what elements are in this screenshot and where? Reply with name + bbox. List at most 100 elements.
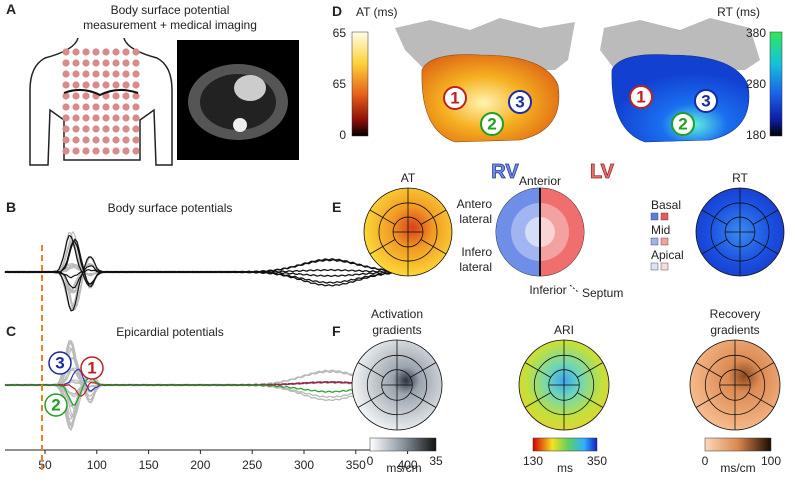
electrode: [102, 125, 110, 133]
marker: [508, 90, 532, 114]
electrode: [72, 48, 80, 56]
electrode: [122, 114, 130, 122]
electrode: [112, 103, 120, 111]
plot-title: gradients: [372, 323, 421, 337]
sector: [695, 362, 722, 378]
heart-rt: [611, 54, 750, 143]
marker: [480, 112, 504, 136]
sector: [577, 362, 604, 378]
plot-title: AT: [401, 171, 416, 185]
marker-label: 2: [678, 115, 687, 134]
colorbar-unit: ms/cm: [386, 461, 421, 475]
electrode: [132, 103, 140, 111]
electrode: [122, 147, 130, 155]
sector: [410, 362, 437, 378]
electrode: [132, 70, 140, 78]
x-tick-label: 100: [87, 458, 107, 472]
electrode: [112, 114, 120, 122]
x-tick-label: 200: [190, 458, 210, 472]
electrode: [82, 70, 90, 78]
region-label: lateral: [459, 212, 492, 226]
pointer: [569, 284, 579, 293]
electrode: [92, 103, 100, 111]
colorbar: [769, 31, 783, 137]
legend-swatch: [660, 212, 669, 221]
trace: [4, 238, 420, 285]
vessels: [395, 18, 575, 70]
electrode: [132, 48, 140, 56]
colorbar-label: 65: [333, 26, 347, 40]
electrode: [112, 59, 120, 67]
electrode: [82, 48, 90, 56]
marker: [44, 393, 68, 417]
marker-label: 3: [515, 93, 524, 112]
electrode: [62, 103, 70, 111]
electrode: [122, 70, 130, 78]
electrode: [72, 125, 80, 133]
electrode: [82, 92, 90, 100]
panel-title: Body surface potential: [111, 3, 230, 17]
electrode: [62, 147, 70, 155]
marker: [48, 351, 72, 375]
rib-line: [63, 89, 139, 97]
electrode: [102, 81, 110, 89]
electrode: [132, 59, 140, 67]
bullseyes: [351, 187, 785, 431]
x-tick-label: 400: [398, 458, 418, 472]
legend-swatch: [650, 237, 659, 246]
electrode: [112, 48, 120, 56]
trace: [4, 375, 420, 406]
colorbar-label: 0: [339, 128, 346, 142]
marker-label: 2: [487, 115, 496, 134]
electrode: [72, 136, 80, 144]
electrode: [122, 48, 130, 56]
region-label: lateral: [459, 260, 492, 274]
legend-label: Basal: [651, 198, 681, 212]
plot-title: Activation: [371, 307, 423, 321]
torso: [29, 37, 173, 166]
sector: [748, 362, 775, 378]
electrodes: [62, 48, 140, 155]
electrode: [132, 81, 140, 89]
colorbar-label: 100: [761, 454, 781, 468]
sector: [752, 239, 779, 255]
sector: [577, 392, 604, 408]
rv-half: [496, 188, 540, 276]
plot-title: RT: [732, 171, 748, 185]
electrode: [122, 125, 130, 133]
electrode: [102, 114, 110, 122]
colorbar-label: 380: [746, 26, 766, 40]
electrode: [132, 147, 140, 155]
electrode: [82, 81, 90, 89]
x-tick-label: 350: [346, 458, 366, 472]
sector: [357, 362, 384, 378]
electrode: [122, 92, 130, 100]
panel-label: D: [332, 3, 342, 19]
sector: [369, 209, 396, 225]
electrode: [92, 147, 100, 155]
signals: [4, 230, 420, 312]
colorbar-label: 130: [523, 454, 543, 468]
marker-label: 2: [51, 396, 60, 415]
x-tick-label: 150: [139, 458, 159, 472]
electrode: [132, 136, 140, 144]
sector: [420, 209, 447, 225]
marker-label: 1: [450, 89, 459, 108]
electrode: [122, 136, 130, 144]
electrode: [92, 59, 100, 67]
electrode: [102, 147, 110, 155]
rv-label: RV: [491, 161, 519, 183]
marker: [694, 89, 718, 113]
lv-label: LV: [590, 161, 615, 183]
colorbar-label: 65: [333, 77, 347, 91]
electrode: [132, 125, 140, 133]
colorbar-label: 35: [429, 454, 443, 468]
electrode: [82, 114, 90, 122]
electrode: [102, 48, 110, 56]
sector: [357, 392, 384, 408]
x-ticks: 50 100 150 200 250 300 350 400: [38, 450, 418, 472]
electrode: [102, 103, 110, 111]
electrode: [112, 125, 120, 133]
marker: [80, 356, 104, 380]
